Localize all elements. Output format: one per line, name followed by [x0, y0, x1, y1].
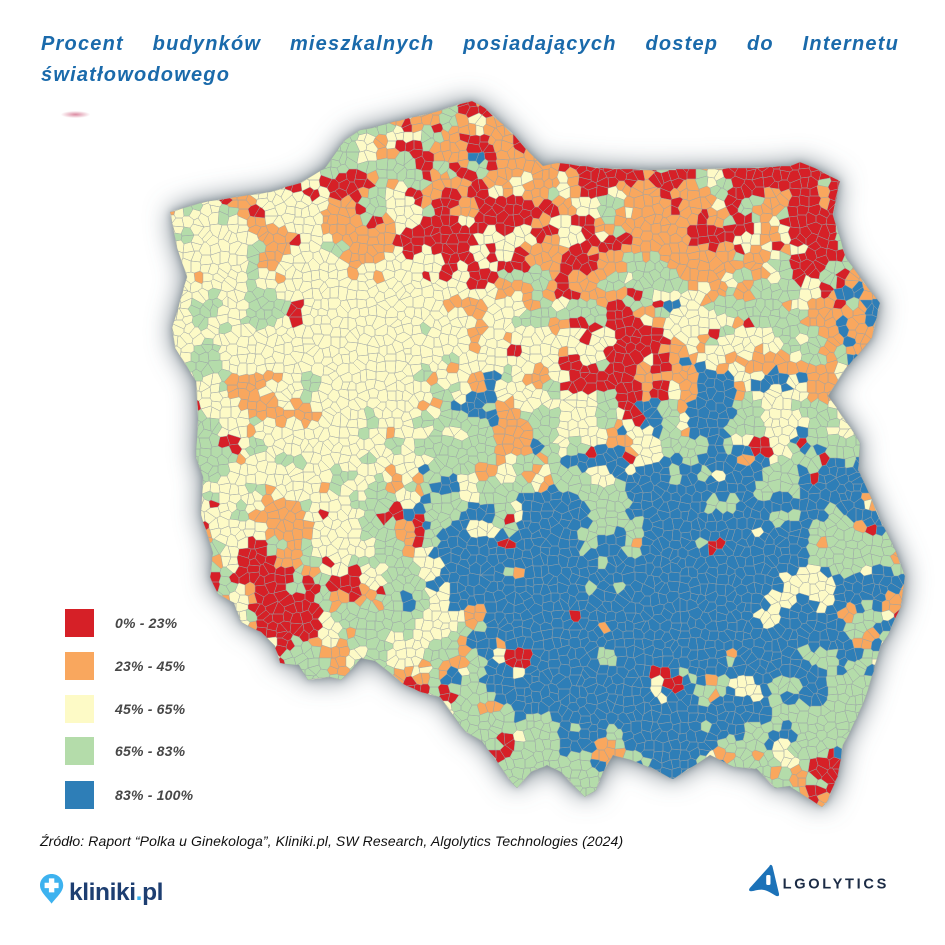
svg-text:LGOLYTICS: LGOLYTICS — [783, 876, 889, 892]
svg-text:kliniki.pl: kliniki.pl — [69, 879, 163, 906]
